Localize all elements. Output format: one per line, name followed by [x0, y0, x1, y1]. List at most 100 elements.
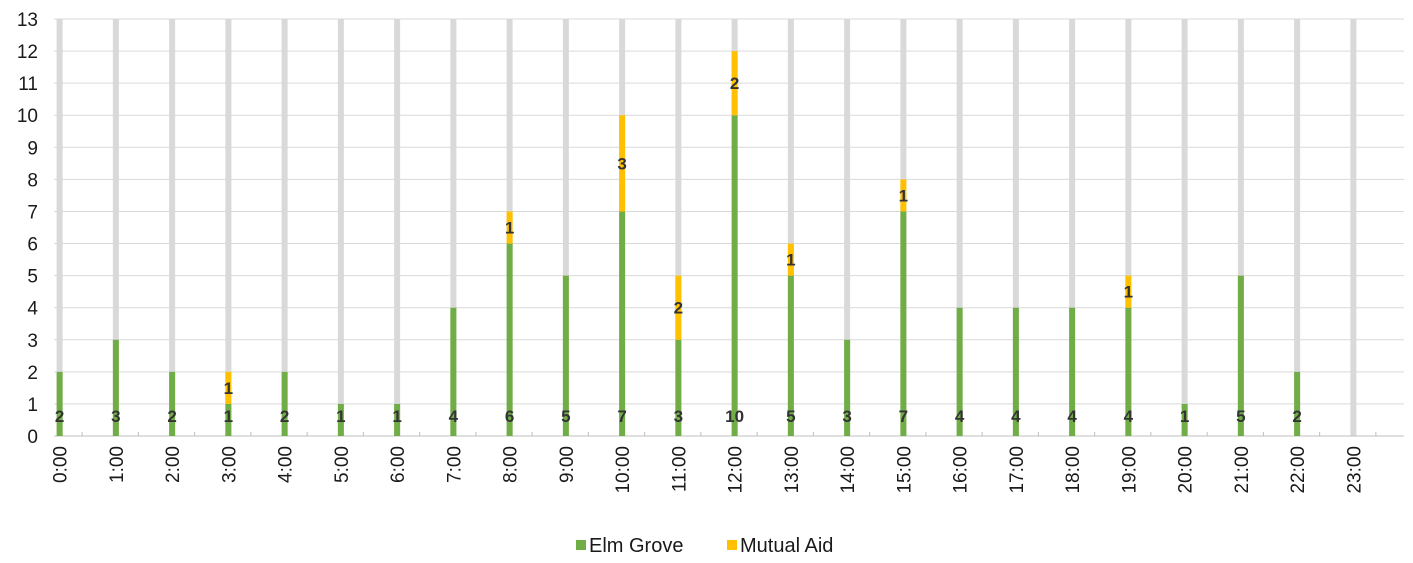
y-tick-label-3: 3 — [27, 331, 38, 352]
bar-elm-grove-7:00 — [450, 307, 457, 436]
data-label-elm-grove-10:00: 7 — [617, 407, 626, 426]
legend-swatch-elm-grove — [576, 540, 586, 550]
bar-mutual-aid-19:00 — [1125, 275, 1132, 308]
data-label-elm-grove-7:00: 4 — [449, 407, 459, 426]
column-bands — [56, 19, 1357, 436]
column-band-4 — [281, 19, 288, 436]
column-band-1 — [112, 19, 119, 436]
x-tick-label-4:00: 4:00 — [276, 446, 297, 483]
x-tick-label-5:00: 5:00 — [332, 446, 353, 483]
y-tick-label-0: 0 — [27, 427, 38, 448]
data-label-elm-grove-16:00: 4 — [955, 407, 965, 426]
data-label-elm-grove-4:00: 2 — [280, 407, 289, 426]
y-tick-label-12: 12 — [17, 42, 38, 63]
data-label-mutual-aid-8:00: 1 — [505, 219, 514, 238]
data-label-mutual-aid-13:00: 1 — [786, 251, 795, 270]
bar-mutual-aid-13:00 — [787, 243, 794, 276]
x-tick-label-19:00: 19:00 — [1119, 446, 1140, 494]
data-label-elm-grove-6:00: 1 — [392, 407, 401, 426]
gridlines — [54, 18, 1404, 437]
column-band-5 — [337, 19, 344, 436]
bar-elm-grove-17:00 — [1012, 307, 1019, 436]
x-tick-label-2:00: 2:00 — [163, 446, 184, 483]
data-label-elm-grove-21:00: 5 — [1236, 407, 1245, 426]
data-label-mutual-aid-19:00: 1 — [1124, 283, 1133, 302]
column-band-9 — [562, 19, 569, 436]
column-band-23 — [1350, 19, 1357, 436]
x-tick-label-12:00: 12:00 — [726, 446, 747, 494]
bar-elm-grove-15:00 — [900, 211, 907, 436]
x-tick-label-16:00: 16:00 — [951, 446, 972, 494]
data-label-elm-grove-14:00: 3 — [842, 407, 851, 426]
bar-elm-grove-6:00 — [394, 403, 401, 436]
column-band-16 — [956, 19, 963, 436]
x-tick-label-15:00: 15:00 — [894, 446, 915, 494]
x-tick-label-6:00: 6:00 — [388, 446, 409, 483]
data-label-elm-grove-1:00: 3 — [111, 407, 120, 426]
bar-mutual-aid-10:00 — [619, 115, 626, 212]
data-label-elm-grove-13:00: 5 — [786, 407, 795, 426]
data-label-mutual-aid-3:00: 1 — [224, 379, 233, 398]
bar-mutual-aid-11:00 — [675, 275, 682, 340]
bar-elm-grove-11:00 — [675, 339, 682, 436]
bar-elm-grove-14:00 — [844, 339, 851, 436]
x-tick-label-1:00: 1:00 — [107, 446, 128, 483]
x-tick-label-20:00: 20:00 — [1176, 446, 1197, 494]
data-label-elm-grove-20:00: 1 — [1180, 407, 1189, 426]
column-band-22 — [1294, 19, 1301, 436]
data-label-elm-grove-22:00: 2 — [1292, 407, 1301, 426]
bar-elm-grove-9:00 — [562, 275, 569, 436]
column-band-11 — [675, 19, 682, 436]
column-band-6 — [394, 19, 401, 436]
bar-elm-grove-8:00 — [506, 243, 513, 436]
data-label-mutual-aid-12:00: 2 — [730, 74, 739, 93]
bar-mutual-aid-3:00 — [225, 371, 232, 404]
data-label-mutual-aid-11:00: 2 — [674, 299, 683, 318]
x-tick-label-10:00: 10:00 — [613, 446, 634, 494]
bar-elm-grove-18:00 — [1069, 307, 1076, 436]
column-band-14 — [844, 19, 851, 436]
data-label-elm-grove-0:00: 2 — [55, 407, 64, 426]
y-tick-label-5: 5 — [27, 267, 38, 288]
bar-elm-grove-20:00 — [1181, 403, 1188, 436]
x-tick-label-9:00: 9:00 — [557, 446, 578, 483]
column-band-13 — [787, 19, 794, 436]
data-label-elm-grove-5:00: 1 — [336, 407, 345, 426]
bar-elm-grove-12:00 — [731, 115, 738, 436]
data-label-elm-grove-18:00: 4 — [1067, 407, 1077, 426]
y-tick-label-2: 2 — [27, 363, 38, 384]
x-tick-label-8:00: 8:00 — [501, 446, 522, 483]
legend-label-mutual-aid: Mutual Aid — [740, 535, 833, 557]
legend: Elm Grove Mutual Aid — [576, 535, 833, 557]
data-label-elm-grove-3:00: 1 — [224, 407, 233, 426]
x-tick-label-11:00: 11:00 — [669, 446, 690, 492]
y-tick-label-9: 9 — [27, 138, 38, 159]
data-label-elm-grove-11:00: 3 — [674, 407, 683, 426]
data-label-elm-grove-12:00: 10 — [725, 407, 744, 426]
column-band-2 — [169, 19, 176, 436]
column-band-7 — [450, 19, 457, 436]
legend-label-elm-grove: Elm Grove — [589, 535, 683, 557]
y-tick-label-4: 4 — [27, 299, 38, 320]
data-label-elm-grove-9:00: 5 — [561, 407, 570, 426]
bar-elm-grove-4:00 — [281, 371, 288, 436]
data-label-mutual-aid-10:00: 3 — [617, 154, 626, 173]
bar-elm-grove-19:00 — [1125, 307, 1132, 436]
x-tick-label-17:00: 17:00 — [1007, 446, 1028, 494]
column-band-21 — [1237, 19, 1244, 436]
bar-mutual-aid-8:00 — [506, 211, 513, 244]
bar-elm-grove-1:00 — [112, 339, 119, 436]
column-band-0 — [56, 19, 63, 436]
x-tick-label-3:00: 3:00 — [219, 446, 240, 483]
x-tick-label-23:00: 23:00 — [1344, 446, 1365, 494]
y-tick-label-10: 10 — [17, 106, 38, 127]
x-tick-label-13:00: 13:00 — [782, 446, 803, 494]
x-tick-label-7:00: 7:00 — [444, 446, 465, 483]
x-tick-label-14:00: 14:00 — [838, 446, 859, 494]
y-tick-label-1: 1 — [27, 395, 38, 416]
bar-elm-grove-13:00 — [787, 275, 794, 436]
column-band-18 — [1069, 19, 1076, 436]
